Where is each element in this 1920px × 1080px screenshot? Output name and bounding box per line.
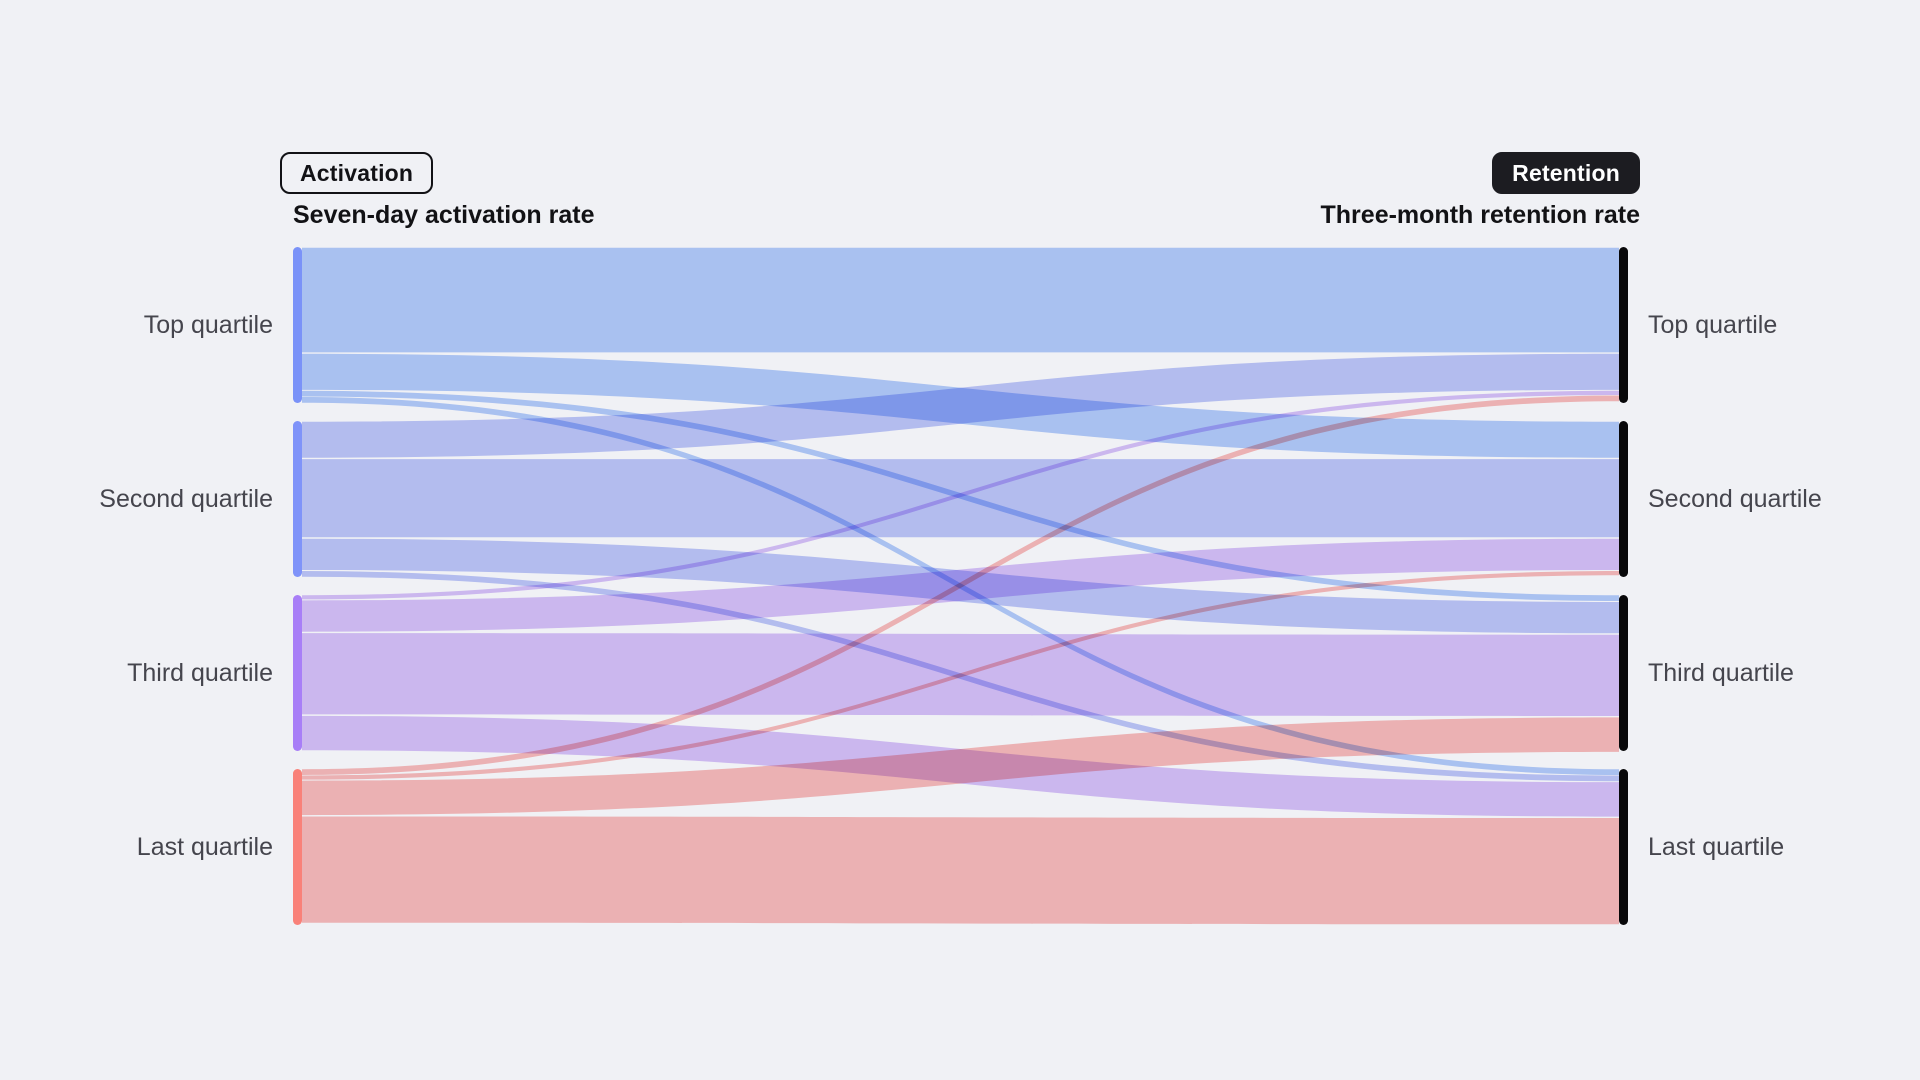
right-node-label-second-quartile: Second quartile: [1648, 485, 1822, 513]
sankey-right-node-1: [1619, 421, 1628, 577]
sankey-right-node-2: [1619, 595, 1628, 751]
sankey-left-node-1: [293, 421, 302, 577]
sankey-left-node-3: [293, 769, 302, 925]
left-node-label-third-quartile: Third quartile: [127, 659, 273, 687]
retention-toggle-label: Retention: [1512, 159, 1620, 186]
right-column-title: Three-month retention rate: [1320, 201, 1640, 229]
sankey-left-node-2: [293, 595, 302, 751]
left-node-label-second-quartile: Second quartile: [99, 485, 273, 513]
activation-toggle-button[interactable]: Activation: [280, 152, 434, 194]
sankey-right-node-0: [1619, 247, 1628, 403]
sankey-left-node-0: [293, 247, 302, 403]
retention-toggle-button[interactable]: Retention: [1492, 152, 1640, 194]
sankey-link-0-0: [302, 247, 1619, 353]
sankey-link-3-3: [302, 816, 1619, 925]
right-node-label-top-quartile: Top quartile: [1648, 311, 1778, 339]
activation-toggle-label: Activation: [300, 159, 414, 186]
sankey-link-1-1: [302, 459, 1619, 538]
right-node-label-last-quartile: Last quartile: [1648, 833, 1785, 861]
sankey-link-1-0: [302, 353, 1619, 458]
left-column-title: Seven-day activation rate: [293, 201, 595, 229]
left-node-label-last-quartile: Last quartile: [136, 833, 273, 861]
sankey-link-3-2: [302, 717, 1619, 816]
sankey-link-3-1: [302, 571, 1619, 780]
sankey-right-node-3: [1619, 769, 1628, 925]
sankey-link-2-0: [302, 390, 1619, 600]
right-node-label-third-quartile: Third quartile: [1648, 659, 1794, 687]
left-node-label-top-quartile: Top quartile: [143, 311, 273, 339]
sankey-link-3-0: [302, 395, 1619, 775]
